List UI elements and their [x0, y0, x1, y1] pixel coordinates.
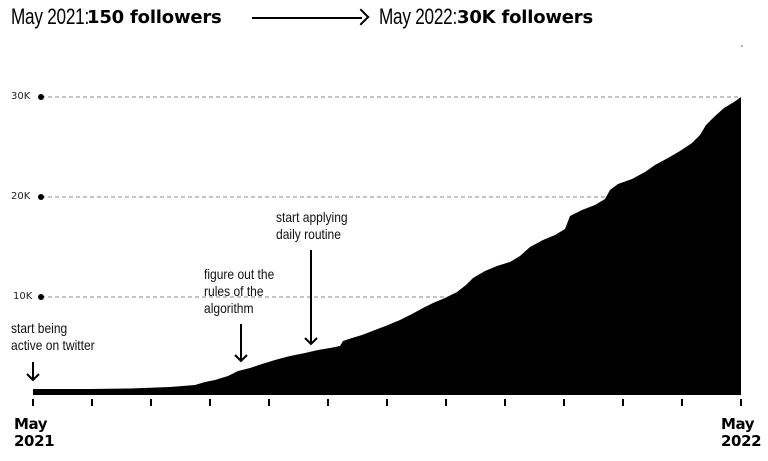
end-followers-value: 30K followers: [457, 6, 593, 28]
arrow-down-icon-routine: [304, 250, 318, 346]
arrow-right-icon: [252, 17, 362, 19]
y-label-20k: 20K: [11, 191, 31, 202]
arrow-down-icon-algorithm: [234, 324, 248, 363]
annotation-active: start being active on twitter: [11, 320, 95, 353]
annotation-algorithm: figure out the rules of the algorithm: [204, 266, 275, 316]
arrow-down-icon-active: [26, 362, 40, 382]
x-label-start: May 2021: [14, 415, 55, 450]
headline-end-value: 30K followers: [457, 0, 593, 34]
headline-start-value: 150 followers: [87, 0, 222, 34]
start-date-label: May 2021:: [11, 4, 90, 29]
stray-dot: [741, 45, 743, 47]
y-label-10k: 10K: [13, 291, 33, 302]
start-followers-value: 150 followers: [87, 6, 222, 28]
x-label-end: May 2022: [721, 415, 762, 450]
annotation-arrows: [26, 250, 318, 382]
x-axis-ticks: [32, 399, 742, 406]
headline-start: May 2021:: [11, 0, 111, 34]
y-axis-dots: [38, 94, 44, 300]
annotation-routine: start applying daily routine: [276, 209, 348, 242]
y-label-30k: 30K: [11, 91, 31, 102]
end-date-label: May 2022:: [379, 4, 458, 29]
headline-end: May 2022:: [379, 0, 479, 34]
followers-area: [33, 97, 741, 395]
